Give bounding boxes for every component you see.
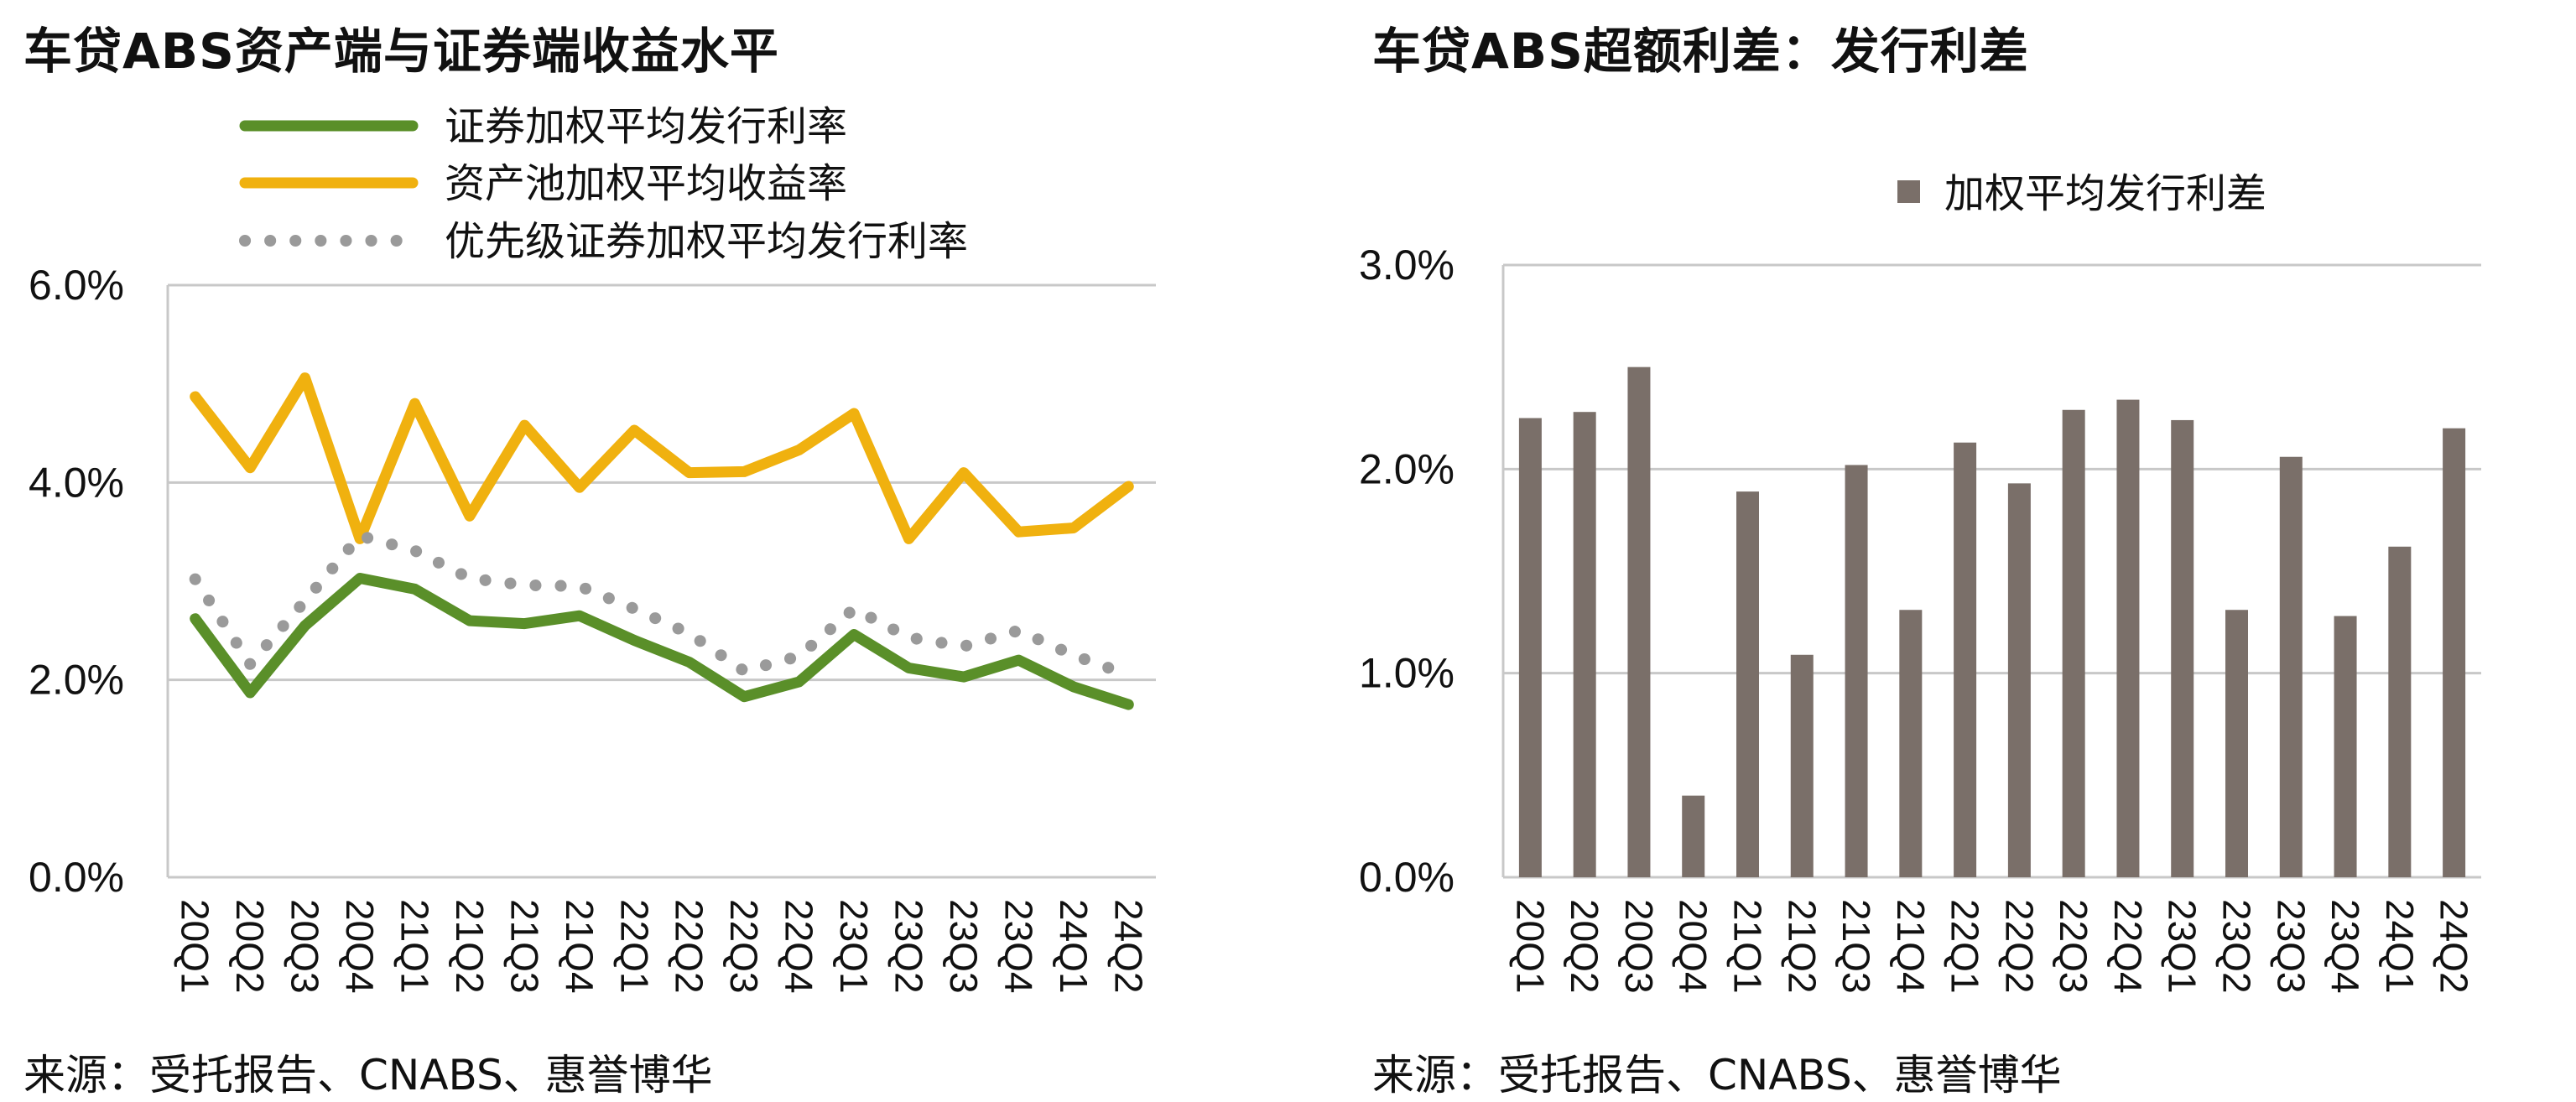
x-tick-label: 23Q3 <box>942 899 986 994</box>
x-tick-label: 21Q2 <box>448 899 492 994</box>
bar <box>1790 654 1814 877</box>
bar <box>2388 546 2412 877</box>
left-chart-title: 车贷ABS资产端与证券端收益水平 <box>23 23 779 80</box>
series-line-1 <box>190 573 1134 710</box>
y-tick-label: 6.0% <box>29 262 124 309</box>
x-tick-label: 21Q1 <box>393 899 437 994</box>
x-tick-label: 21Q3 <box>1834 899 1878 994</box>
bar <box>2007 483 2031 877</box>
x-tick-label: 20Q2 <box>228 899 272 994</box>
bar <box>1954 442 1977 877</box>
y-tick-label: 2.0% <box>1359 445 1455 492</box>
y-tick-label: 0.0% <box>29 854 124 901</box>
x-tick-label: 21Q4 <box>1889 899 1933 994</box>
x-tick-label: 21Q3 <box>502 899 546 994</box>
x-tick-label: 21Q4 <box>558 899 601 994</box>
bar <box>1682 795 1705 877</box>
y-tick-label: 1.0% <box>1359 650 1455 697</box>
x-tick-label: 20Q4 <box>1672 899 1715 994</box>
bar <box>1845 465 1868 877</box>
right-source-note: 来源：受托报告、CNABS、惠誉博华 <box>1372 1051 2062 1099</box>
x-tick-label: 22Q2 <box>1997 899 2041 994</box>
x-tick-label: 22Q4 <box>2106 899 2150 994</box>
x-tick-label: 21Q1 <box>1726 899 1770 994</box>
x-tick-label: 23Q2 <box>2215 899 2259 994</box>
x-tick-label: 22Q4 <box>778 899 821 994</box>
x-tick-label: 20Q4 <box>338 899 382 994</box>
x-tick-label: 23Q1 <box>2161 899 2204 994</box>
right-bar-chart: 0.0% 1.0% 2.0% 3.0% 20Q1 20Q2 20Q3 20Q4 21Q1 21Q2… <box>1359 170 2481 994</box>
bar <box>1899 610 1923 877</box>
x-tick-label: 23Q4 <box>2324 899 2367 994</box>
legend-label: 加权平均发行利差 <box>1944 170 2266 217</box>
x-tick-label: 22Q3 <box>722 899 766 994</box>
x-tick-label: 23Q2 <box>887 899 931 994</box>
x-tick-label: 22Q3 <box>2052 899 2095 994</box>
bar <box>1627 366 1651 878</box>
series-line-3 <box>189 529 1135 681</box>
x-tick-label: 23Q3 <box>2269 899 2313 994</box>
bar <box>2062 409 2085 877</box>
x-tick-label: 20Q1 <box>1508 899 1552 994</box>
bar <box>2279 456 2303 877</box>
y-tick-label: 2.0% <box>29 657 124 704</box>
series-line-2 <box>190 372 1134 544</box>
y-tick-label: 0.0% <box>1359 854 1455 901</box>
x-tick-label: 24Q2 <box>2433 899 2476 994</box>
left-line-chart: 0.0% 2.0% 4.0% 6.0% 20Q1 20Q2 20Q3 20Q4 21Q1 21Q2… <box>29 103 1156 994</box>
x-tick-label: 20Q1 <box>174 899 217 994</box>
x-tick-label: 21Q2 <box>1780 899 1824 994</box>
x-tick-label: 20Q3 <box>1617 899 1661 994</box>
x-tick-label: 23Q1 <box>832 899 876 994</box>
x-tick-label: 22Q1 <box>1944 899 1987 994</box>
legend-label-3: 优先级证券加权平均发行利率 <box>445 218 968 265</box>
legend-label-1: 证券加权平均发行利率 <box>445 103 847 150</box>
x-tick-label: 20Q2 <box>1563 899 1606 994</box>
legend-label-2: 资产池加权平均收益率 <box>445 160 847 207</box>
right-chart-title: 车贷ABS超额利差：发行利差 <box>1372 23 2029 80</box>
x-tick-label: 23Q4 <box>997 899 1040 994</box>
x-tick-label: 20Q3 <box>284 899 327 994</box>
x-tick-label: 24Q1 <box>2378 899 2422 994</box>
bar <box>2116 399 2140 878</box>
x-tick-label: 22Q1 <box>612 899 656 994</box>
bar <box>2171 419 2194 877</box>
bar <box>2334 616 2357 877</box>
bar <box>1736 491 1759 877</box>
bar <box>1518 418 1542 877</box>
y-tick-label: 4.0% <box>29 459 124 506</box>
left-source-note: 来源：受托报告、CNABS、惠誉博华 <box>23 1051 713 1099</box>
bar <box>2225 610 2248 877</box>
x-tick-label: 22Q2 <box>668 899 711 994</box>
legend-swatch <box>1897 180 1920 203</box>
bar <box>1573 412 1596 877</box>
y-tick-label: 3.0% <box>1359 242 1455 288</box>
x-tick-label: 24Q2 <box>1106 899 1150 994</box>
bar <box>2443 428 2466 878</box>
x-tick-label: 24Q1 <box>1052 899 1095 994</box>
